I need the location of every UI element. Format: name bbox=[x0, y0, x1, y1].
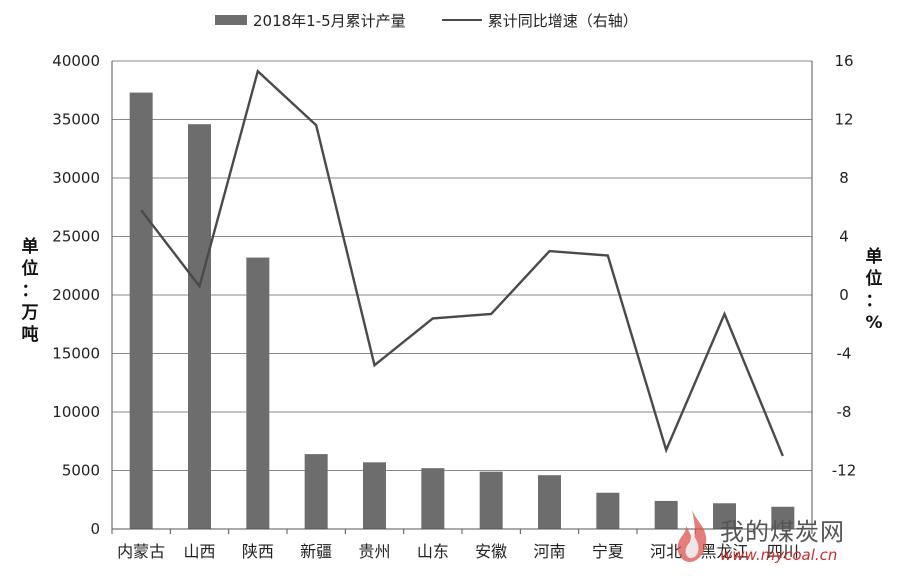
left-axis-label-char: 吨 bbox=[21, 325, 39, 345]
gridlines bbox=[112, 60, 812, 471]
right-axis-label-char: 单 bbox=[865, 247, 883, 267]
watermark-brand: 我的煤炭网 bbox=[720, 518, 845, 546]
category-label: 河南 bbox=[533, 542, 565, 561]
right-tick-label: 8 bbox=[839, 169, 849, 187]
category-label: 安徽 bbox=[475, 542, 507, 561]
bar bbox=[129, 92, 153, 529]
right-tick-label: 4 bbox=[839, 228, 849, 246]
left-tick-label: 40000 bbox=[52, 52, 100, 70]
legend-bar-swatch bbox=[215, 15, 247, 25]
left-tick-label: 30000 bbox=[52, 169, 100, 187]
left-axis-label-char: ： bbox=[21, 281, 39, 301]
left-axis-label-char: 万 bbox=[21, 303, 39, 323]
bar bbox=[421, 468, 445, 529]
right-tick-label: -8 bbox=[837, 403, 852, 421]
growth-line bbox=[140, 68, 784, 457]
left-tick-label: 15000 bbox=[52, 345, 100, 363]
line-series bbox=[140, 68, 784, 457]
legend: 2018年1-5月累计产量 累计同比增速（右轴） bbox=[215, 8, 638, 32]
right-axis-label: 单 位 ： % bbox=[862, 246, 886, 334]
right-axis-label-char: 位 bbox=[865, 269, 883, 289]
category-label: 河北 bbox=[650, 542, 682, 561]
category-labels: 内蒙古 山西 陕西 新疆 贵州 山东 安徽 河南 宁夏 河北 黑龙江 四川 bbox=[117, 542, 799, 561]
category-label: 山西 bbox=[183, 542, 215, 561]
legend-line-swatch bbox=[441, 19, 482, 21]
bar bbox=[596, 492, 620, 529]
right-tick-label: 16 bbox=[834, 52, 853, 70]
axes bbox=[111, 61, 813, 534]
bar bbox=[771, 506, 795, 529]
category-label: 新疆 bbox=[300, 542, 332, 561]
left-tick-label: 20000 bbox=[52, 286, 100, 304]
left-axis-label: 单 位 ： 万 吨 bbox=[18, 236, 42, 346]
category-label: 山东 bbox=[417, 542, 449, 561]
right-axis-label-char: ： bbox=[865, 291, 883, 311]
bar bbox=[304, 454, 328, 529]
bar bbox=[538, 475, 561, 529]
left-tick-label: 0 bbox=[90, 520, 100, 538]
left-tick-label: 25000 bbox=[52, 228, 100, 246]
watermark: 我的煤炭网 www.mycoal.cn bbox=[668, 506, 888, 572]
flame-logo-icon bbox=[677, 510, 707, 562]
left-tick-label: 10000 bbox=[52, 403, 100, 421]
watermark-url: www.mycoal.cn bbox=[720, 546, 838, 564]
category-label: 贵州 bbox=[358, 542, 390, 561]
left-axis-ticks: 0 5000 10000 15000 20000 25000 30000 35000 40000 bbox=[52, 52, 100, 538]
bar-series bbox=[129, 92, 795, 530]
bar bbox=[188, 124, 211, 530]
left-axis-label-char: 位 bbox=[21, 259, 39, 279]
bar bbox=[654, 500, 678, 529]
category-label: 四川 bbox=[767, 542, 799, 561]
legend-line-label: 累计同比增速（右轴） bbox=[487, 11, 638, 30]
category-label: 陕西 bbox=[242, 542, 274, 561]
right-tick-label: -4 bbox=[837, 345, 852, 363]
legend-bar-label: 2018年1-5月累计产量 bbox=[253, 11, 406, 30]
category-label: 内蒙古 bbox=[117, 542, 165, 561]
bar bbox=[713, 503, 736, 529]
right-tick-label: 0 bbox=[839, 286, 849, 304]
left-tick-label: 35000 bbox=[52, 111, 100, 129]
bar bbox=[479, 471, 503, 529]
bar bbox=[246, 257, 270, 529]
left-axis-label-char: 单 bbox=[21, 237, 39, 257]
left-tick-label: 5000 bbox=[62, 462, 100, 480]
right-axis-ticks: -12 -8 -4 0 4 8 12 16 bbox=[832, 52, 857, 480]
bar bbox=[363, 462, 386, 529]
right-tick-label: -12 bbox=[832, 462, 857, 480]
category-label: 宁夏 bbox=[592, 542, 624, 561]
category-label: 黑龙江 bbox=[700, 542, 748, 561]
right-axis-label-char: % bbox=[865, 313, 883, 333]
right-tick-label: 12 bbox=[834, 111, 853, 129]
